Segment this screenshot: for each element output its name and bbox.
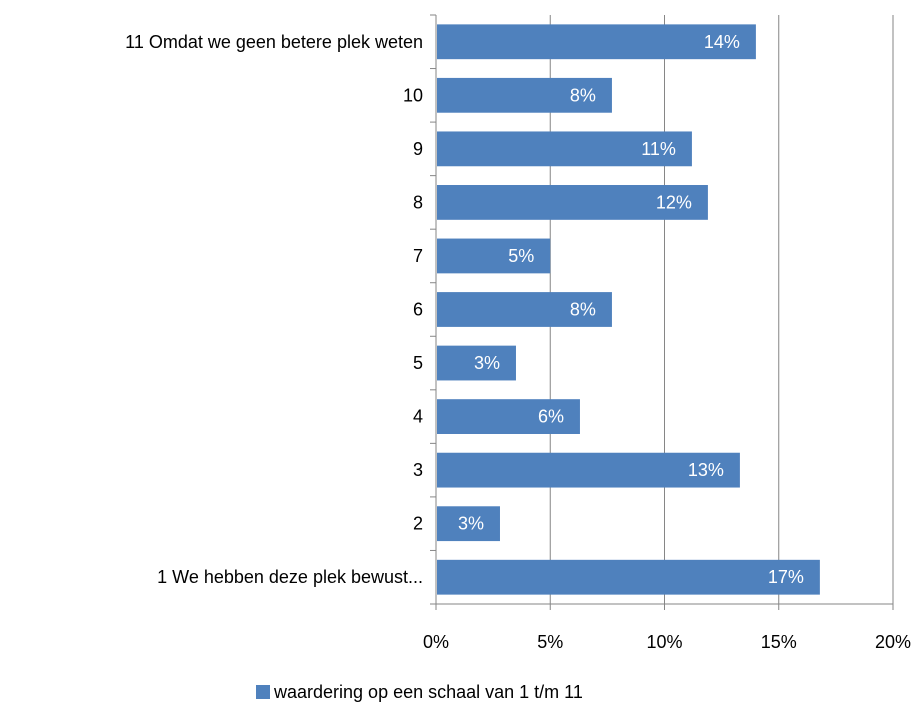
data-label: 6%: [538, 407, 564, 427]
axes: [430, 14, 894, 610]
bar: [437, 452, 740, 488]
category-label: 8: [413, 192, 423, 212]
bar: [437, 399, 580, 434]
category-label: 9: [413, 139, 423, 159]
category-label: 3: [413, 460, 423, 480]
data-label: 8%: [570, 85, 596, 105]
x-tick-label: 5%: [537, 632, 563, 652]
legend-swatch: [256, 685, 270, 699]
data-label: 3%: [474, 353, 500, 373]
data-label: 12%: [656, 192, 692, 212]
data-label: 8%: [570, 300, 596, 320]
data-label: 5%: [508, 246, 534, 266]
data-label: 13%: [688, 460, 724, 480]
bar: [437, 506, 500, 542]
bar: [437, 238, 551, 274]
bar: [437, 345, 516, 381]
x-tick-labels: 0% 5% 10% 15% 20%: [423, 632, 911, 652]
bar: [437, 292, 612, 327]
category-label: 10: [403, 85, 423, 105]
bar: [437, 185, 708, 220]
data-label: 17%: [768, 567, 804, 587]
data-label: 14%: [704, 32, 740, 52]
bar-chart: 11 Omdat we geen betere plek weten 10 9 8 7 6…: [125, 14, 911, 652]
bar: [437, 559, 820, 595]
category-label: 5: [413, 353, 423, 373]
category-label: 2: [413, 514, 423, 534]
category-label: 6: [413, 300, 423, 320]
bars: [437, 24, 820, 595]
category-label: 1 We hebben deze plek bewust...: [157, 567, 423, 587]
category-label: 4: [413, 407, 423, 427]
category-labels: 11 Omdat we geen betere plek weten 10 9 8 7 6…: [125, 32, 423, 587]
legend: waardering op een schaal van 1 t/m 11: [256, 681, 583, 703]
category-label: 11 Omdat we geen betere plek weten: [125, 32, 423, 52]
data-label: 11%: [641, 139, 676, 159]
bar: [437, 131, 692, 167]
bar: [437, 77, 612, 113]
x-tick-label: 10%: [646, 632, 682, 652]
x-tick-label: 20%: [875, 632, 911, 652]
data-labels: 14% 8% 11% 12% 5% 8% 3% 6% 13% 3% 17%: [458, 32, 804, 587]
bar: [437, 24, 756, 60]
data-label: 3%: [458, 514, 484, 534]
x-tick-label: 0%: [423, 632, 449, 652]
legend-label: waardering op een schaal van 1 t/m 11: [274, 681, 583, 702]
category-label: 7: [413, 246, 423, 266]
x-tick-label: 15%: [761, 632, 797, 652]
